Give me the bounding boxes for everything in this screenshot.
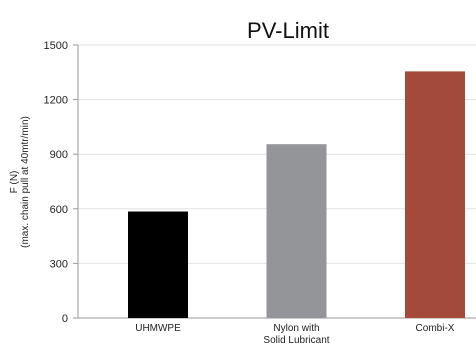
y-axis-label-line2: (max. chain pull at 40mtr/min) [20,116,31,248]
y-tick-label: 0 [62,313,68,325]
x-tick-label: UHMWPE [135,323,181,334]
bar [128,211,188,318]
x-tick-label: Solid Lubricant [263,335,329,346]
x-tick-label: Combi-X [416,323,455,334]
y-axis-label: F (N) (max. chain pull at 40mtr/min) [9,116,31,248]
x-tick-label: Nylon with [273,323,319,334]
bars [128,71,465,318]
y-axis-label-line1: F (N) [9,171,20,194]
y-tick-label: 1500 [44,40,68,52]
y-tick-label: 600 [50,204,68,216]
bar [405,71,465,318]
bar [266,144,327,318]
y-tick-label: 900 [50,149,68,161]
y-tick-label: 300 [50,258,68,270]
y-tick-label: 1200 [44,95,68,107]
chart-title: PV-Limit [247,18,329,43]
y-tick-labels: 0 300 600 900 1200 1500 [44,40,78,325]
